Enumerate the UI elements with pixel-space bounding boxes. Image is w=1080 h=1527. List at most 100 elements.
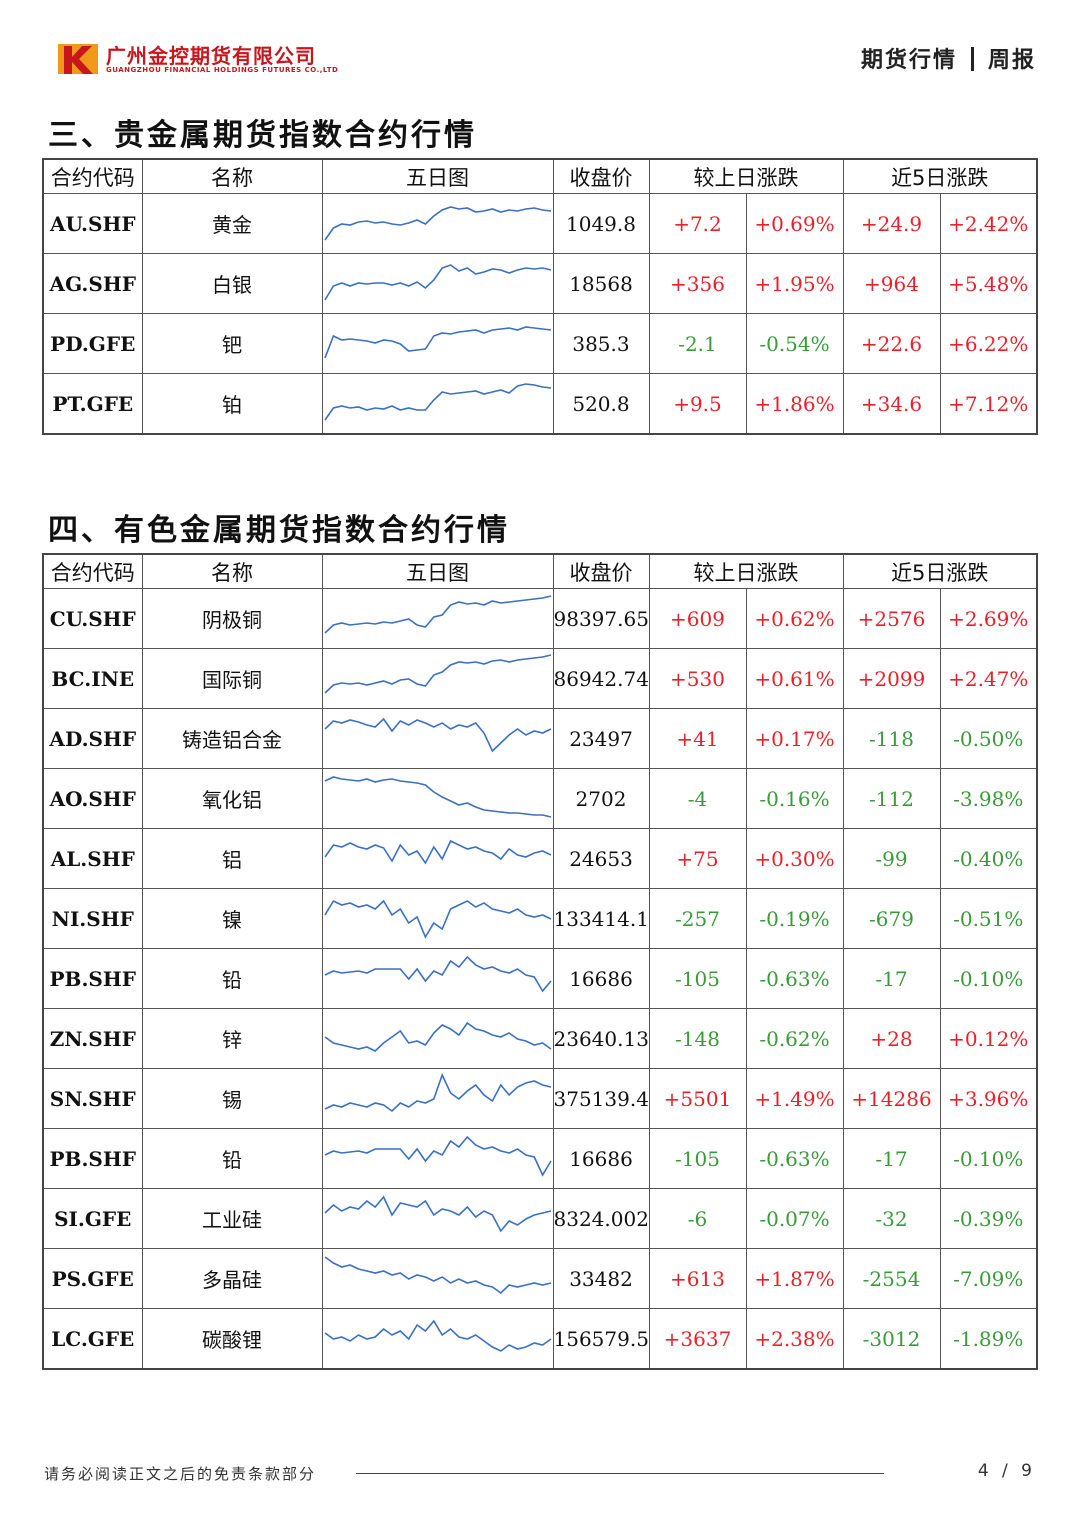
five-day-chart <box>321 253 554 314</box>
section-title-nonferrous: 四、有色金属期货指数合约行情 <box>48 513 510 548</box>
close-price: 2702 <box>552 768 650 829</box>
five-day-chart <box>321 1248 554 1309</box>
contract-name: 白银 <box>141 253 323 314</box>
header-chart: 五日图 <box>321 553 554 589</box>
five-day-change-pct: -0.10% <box>939 1128 1038 1189</box>
five-day-change: -3012 <box>842 1308 941 1370</box>
contract-code: AO.SHF <box>42 768 143 829</box>
daily-change-pct: +2.38% <box>745 1308 844 1370</box>
table-row: LC.GFE 碳酸锂 156579.5 +3637 +2.38% -3012 -1.89% <box>42 1308 1038 1370</box>
header-code: 合约代码 <box>42 553 143 589</box>
five-day-chart <box>321 1068 554 1129</box>
daily-change: +7.2 <box>648 193 747 254</box>
daily-change-pct: -0.07% <box>745 1188 844 1249</box>
close-price: 133414.1 <box>552 888 650 949</box>
table-row: AO.SHF 氧化铝 2702 -4 -0.16% -112 -3.98% <box>42 768 1038 829</box>
table-row: PS.GFE 多晶硅 33482 +613 +1.87% -2554 -7.09% <box>42 1248 1038 1309</box>
five-day-chart <box>321 768 554 829</box>
five-day-change-pct: -1.89% <box>939 1308 1038 1370</box>
five-day-change: +14286 <box>842 1068 941 1129</box>
five-day-change-pct: +2.47% <box>939 648 1038 709</box>
close-price: 520.8 <box>552 373 650 435</box>
five-day-change-pct: +2.69% <box>939 588 1038 649</box>
five-day-change: -2554 <box>842 1248 941 1309</box>
daily-change-pct: +0.69% <box>745 193 844 254</box>
five-day-change: +964 <box>842 253 941 314</box>
contract-name: 铸造铝合金 <box>141 708 323 769</box>
daily-change: -2.1 <box>648 313 747 374</box>
contract-code: CU.SHF <box>42 588 143 649</box>
five-day-change-pct: +2.42% <box>939 193 1038 254</box>
sparkline-chart <box>323 717 551 753</box>
precious-metals-table: 合约代码 名称 五日图 收盘价 较上日涨跌 近5日涨跌 AU.SHF 黄金 1049.8 +7.2… <box>42 158 1038 435</box>
table-header-row: 合约代码 名称 五日图 收盘价 较上日涨跌 近5日涨跌 <box>42 158 1038 194</box>
header-close: 收盘价 <box>552 158 650 194</box>
five-day-chart <box>321 1008 554 1069</box>
five-day-change-pct: -3.98% <box>939 768 1038 829</box>
five-day-chart <box>321 828 554 889</box>
sparkline-chart <box>324 1021 551 1052</box>
five-day-chart <box>321 588 554 649</box>
contract-name: 工业硅 <box>141 1188 323 1249</box>
sparkline-chart <box>323 264 551 301</box>
daily-change-pct: +1.95% <box>745 253 844 314</box>
contract-name: 国际铜 <box>141 648 323 709</box>
five-day-change-pct: +7.12% <box>939 373 1038 435</box>
five-day-change-pct: -0.51% <box>939 888 1038 949</box>
close-price: 86942.74 <box>552 648 650 709</box>
header-name: 名称 <box>141 158 323 194</box>
contract-code: AU.SHF <box>42 193 143 254</box>
five-day-chart <box>321 648 554 709</box>
contract-code: AD.SHF <box>42 708 143 769</box>
sparkline-line <box>324 955 552 993</box>
sparkline-line <box>324 1135 552 1177</box>
daily-change-pct: +1.87% <box>745 1248 844 1309</box>
close-price: 8324.002 <box>552 1188 650 1249</box>
page-header: 广州金控期货有限公司 GUANGZHOU FINANCIAL HOLDINGS … <box>0 0 1080 100</box>
sparkline-chart <box>323 899 551 939</box>
daily-change: +613 <box>648 1248 747 1309</box>
daily-change-pct: -0.54% <box>745 313 844 374</box>
report-type: 期货行情 <box>860 48 957 73</box>
daily-change: -4 <box>648 768 747 829</box>
five-day-change: -17 <box>842 948 941 1009</box>
five-day-chart <box>321 948 554 1009</box>
contract-name: 铅 <box>141 1128 323 1189</box>
daily-change-pct: +1.86% <box>745 373 844 435</box>
five-day-chart <box>321 1188 554 1249</box>
header-code: 合约代码 <box>42 158 143 194</box>
page-number: 4 / 9 <box>977 1461 1036 1481</box>
daily-change-pct: -0.19% <box>745 888 844 949</box>
daily-change: +9.5 <box>648 373 747 435</box>
nonferrous-metals-table: 合约代码 名称 五日图 收盘价 较上日涨跌 近5日涨跌 CU.SHF 阴极铜 98397.65 +… <box>42 553 1038 1370</box>
section-title-precious: 三、贵金属期货指数合约行情 <box>48 118 477 153</box>
contract-name: 钯 <box>141 313 323 374</box>
contract-code: SI.GFE <box>42 1188 143 1249</box>
table-row: BC.INE 国际铜 86942.74 +530 +0.61% +2099 +2.47% <box>42 648 1038 709</box>
daily-change-pct: +0.17% <box>745 708 844 769</box>
five-day-change: +34.6 <box>842 373 941 435</box>
table-row: AL.SHF 铝 24653 +75 +0.30% -99 -0.40% <box>42 828 1038 889</box>
sparkline-chart <box>324 1135 552 1177</box>
five-day-chart <box>321 1308 554 1370</box>
header-close: 收盘价 <box>552 553 650 589</box>
contract-name: 锡 <box>141 1068 323 1129</box>
sparkline-chart <box>323 595 551 634</box>
daily-change: +609 <box>648 588 747 649</box>
close-price: 156579.5 <box>552 1308 650 1370</box>
five-day-chart <box>321 708 554 769</box>
daily-change-pct: +0.62% <box>745 588 844 649</box>
daily-change: +75 <box>648 828 747 889</box>
contract-code: AL.SHF <box>42 828 143 889</box>
contract-name: 锌 <box>141 1008 323 1069</box>
table-row: PB.SHF 铅 16686 -105 -0.63% -17 -0.10% <box>42 948 1038 1009</box>
sparkline-line <box>323 326 551 359</box>
contract-name: 铂 <box>141 373 323 435</box>
table-row: NI.SHF 镍 133414.1 -257 -0.19% -679 -0.51% <box>42 888 1038 949</box>
daily-change-pct: -0.16% <box>745 768 844 829</box>
company-logo-icon <box>58 44 98 74</box>
five-day-chart <box>321 888 554 949</box>
sparkline-line <box>323 839 551 865</box>
sparkline-line <box>323 206 551 241</box>
contract-code: NI.SHF <box>42 888 143 949</box>
